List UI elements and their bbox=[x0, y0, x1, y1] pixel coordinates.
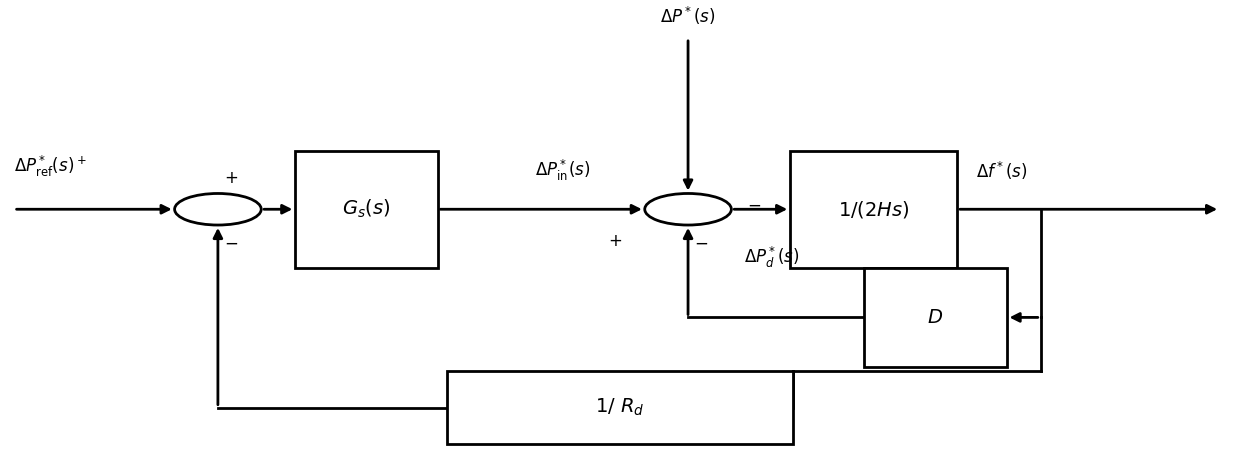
Text: $1/(2Hs)$: $1/(2Hs)$ bbox=[838, 199, 909, 220]
Bar bbox=[790, 151, 957, 268]
Bar bbox=[295, 151, 438, 268]
Text: $\Delta P^*_{\mathrm{in}}(s)$: $\Delta P^*_{\mathrm{in}}(s)$ bbox=[534, 158, 590, 183]
Text: $\Delta P^*_{\mathrm{ref}}(s)^+$: $\Delta P^*_{\mathrm{ref}}(s)^+$ bbox=[14, 154, 87, 179]
Text: $G_s(s)$: $G_s(s)$ bbox=[342, 198, 391, 220]
Text: $1/\ R_d$: $1/\ R_d$ bbox=[595, 397, 645, 418]
Text: $+$: $+$ bbox=[224, 169, 238, 187]
Text: $+$: $+$ bbox=[609, 232, 622, 250]
Text: $\Delta P^*_d(s)$: $\Delta P^*_d(s)$ bbox=[744, 245, 800, 270]
Text: $D$: $D$ bbox=[928, 308, 944, 327]
Text: $-$: $-$ bbox=[694, 233, 708, 251]
Bar bbox=[864, 268, 1007, 367]
Text: $\Delta P^*(s)$: $\Delta P^*(s)$ bbox=[660, 5, 715, 26]
Bar bbox=[446, 371, 794, 444]
Text: $-$: $-$ bbox=[746, 196, 760, 213]
Text: $\Delta f^*(s)$: $\Delta f^*(s)$ bbox=[976, 160, 1028, 182]
Text: $-$: $-$ bbox=[223, 234, 238, 252]
